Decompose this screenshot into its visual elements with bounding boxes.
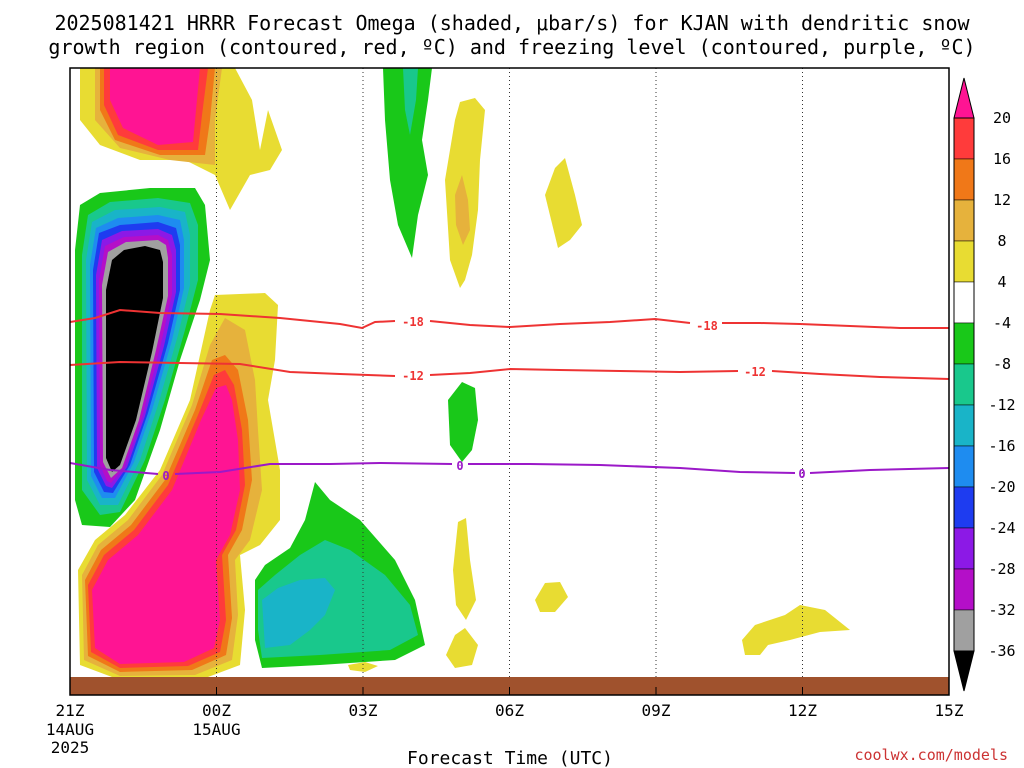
contour-label-0-a: 0 — [162, 469, 169, 483]
omega-upper-pink — [110, 68, 200, 145]
x-axis-title: Forecast Time (UTC) — [407, 748, 613, 768]
contour-freezing-level — [70, 461, 949, 475]
credit-text: coolwx.com/models — [854, 746, 1008, 764]
x-tick-date: 15AUG — [192, 720, 240, 739]
contour-label-0-c: 0 — [798, 467, 805, 481]
colorbar-label: -36 — [988, 642, 1015, 660]
colorbar-label: -28 — [988, 560, 1015, 578]
colorbar-label: -16 — [988, 437, 1015, 455]
omega-upper-green-plume — [383, 68, 432, 258]
chart-title-line-1: 2025081421 HRRR Forecast Omega (shaded, … — [54, 11, 970, 35]
colorbar-segment — [953, 486, 975, 529]
x-tick-date: 14AUG — [46, 720, 94, 739]
colorbar-label: -8 — [993, 355, 1011, 373]
colorbar-segment — [953, 363, 975, 406]
contour-label-minus18-b: -18 — [696, 319, 718, 333]
colorbar-segment — [953, 158, 975, 201]
colorbar-segment — [953, 609, 975, 652]
omega-yellow-cell-5 — [535, 582, 568, 612]
x-tick-year: 2025 — [51, 738, 90, 757]
colorbar-segment — [953, 281, 975, 324]
omega-yellow-cell-2 — [545, 158, 582, 248]
omega-yellow-cell-7 — [742, 605, 850, 655]
x-tick-label: 15Z — [935, 701, 964, 720]
colorbar-segment — [953, 445, 975, 488]
chart-title-line-2: growth region (contoured, red, ºC) and f… — [48, 35, 975, 59]
contour-minus12 — [70, 360, 949, 380]
colorbar-bottom-arrow — [953, 650, 975, 692]
x-tick-label: 09Z — [642, 701, 671, 720]
omega-yellow-cell-1-gold — [455, 175, 470, 245]
colorbar-segment — [953, 199, 975, 242]
colorbar-label: -24 — [988, 519, 1015, 537]
colorbar-label: 12 — [993, 191, 1011, 209]
colorbar-label: 16 — [993, 150, 1011, 168]
colorbar-frame — [953, 117, 975, 652]
colorbar-label: 20 — [993, 109, 1011, 127]
x-tick-label: 00Z — [202, 701, 231, 720]
colorbar-label: -20 — [988, 478, 1015, 496]
colorbar-label: -32 — [988, 601, 1015, 619]
contour-label-minus12-b: -12 — [744, 365, 766, 379]
omega-yellow-cell-4 — [446, 628, 478, 668]
colorbar-segment — [953, 240, 975, 283]
contour-label-minus18-a: -18 — [402, 315, 424, 329]
colorbar-label: 8 — [997, 232, 1006, 250]
colorbar-segment — [953, 527, 975, 570]
ground-surface — [70, 677, 949, 695]
x-tick-label: 03Z — [349, 701, 378, 720]
x-tick-label: 12Z — [788, 701, 817, 720]
colorbar-label: 4 — [997, 273, 1006, 291]
colorbar-segment — [953, 404, 975, 447]
omega-updraft-black — [106, 246, 163, 472]
omega-yellow-cell-6 — [348, 662, 378, 672]
omega-midlevel-green-cell — [448, 382, 478, 462]
contour-minus18 — [70, 308, 949, 330]
x-tick-label: 06Z — [495, 701, 524, 720]
colorbar: 20 16 12 8 4 -4 -8 -12 -16 -20 -24 -28 -32 -36 — [953, 77, 1016, 692]
colorbar-segment — [953, 568, 975, 611]
contour-label-minus12-a: -12 — [402, 369, 424, 383]
omega-upper-teal-plume — [403, 68, 418, 135]
x-tick-label: 21Z — [56, 701, 85, 720]
omega-lowlevel-cyan — [262, 578, 335, 648]
colorbar-label: -4 — [993, 314, 1011, 332]
colorbar-segment — [953, 322, 975, 365]
colorbar-top-arrow — [953, 77, 975, 119]
omega-lower-pink — [92, 385, 240, 664]
omega-yellow-cell-3 — [453, 518, 476, 620]
plot-area: -18 -18 -12 -12 0 0 0 — [70, 68, 949, 695]
contour-label-0-b: 0 — [456, 459, 463, 473]
colorbar-segment — [953, 117, 975, 160]
colorbar-label: -12 — [988, 396, 1015, 414]
grid-lines — [216, 68, 803, 695]
